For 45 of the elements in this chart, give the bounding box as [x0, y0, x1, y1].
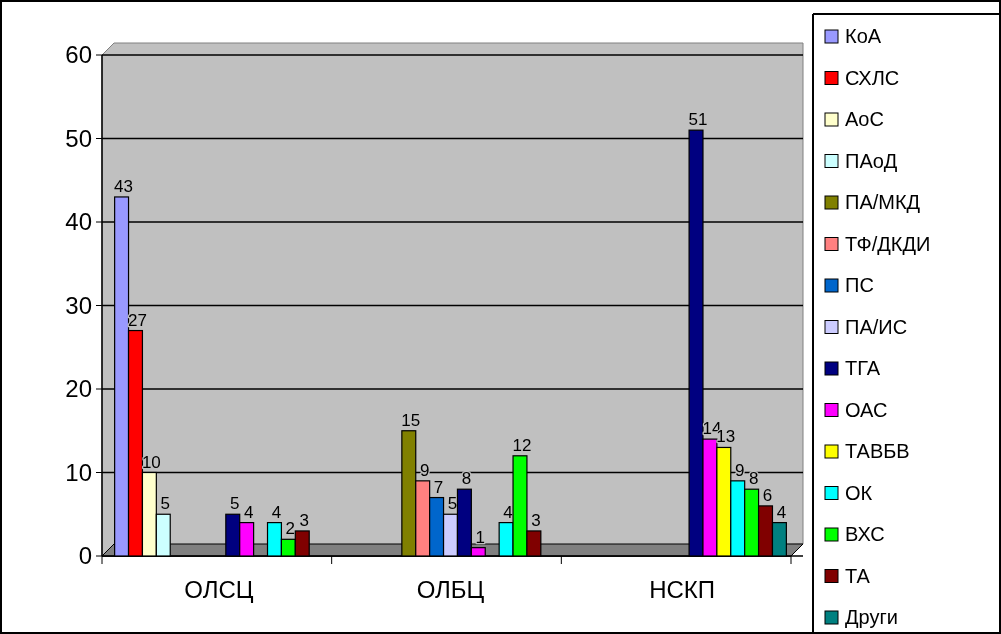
legend-label: ОАС: [845, 398, 888, 421]
data-label: 4: [776, 502, 787, 522]
data-label: 15: [401, 410, 421, 430]
data-label: 7: [433, 477, 444, 497]
data-label: 2: [285, 519, 296, 539]
y-tick-label: 60: [65, 41, 92, 69]
data-label: 51: [688, 110, 708, 130]
legend-label: Други: [845, 606, 898, 628]
y-tick-label: 30: [65, 291, 92, 319]
data-label: 43: [114, 176, 134, 196]
data-label: 6: [762, 485, 773, 505]
legend-label: АоС: [845, 108, 884, 130]
legend-label: ТА: [845, 564, 871, 587]
legend-label: ПА/МКД: [845, 191, 921, 213]
data-label: 3: [299, 510, 309, 530]
x-tick-label: ОЛБЦ: [416, 576, 485, 603]
data-label: 4: [243, 502, 254, 522]
y-tick-label: 0: [78, 542, 92, 570]
legend-label: ПС: [845, 274, 874, 296]
y-tick-label: 10: [65, 458, 92, 486]
x-tick-label: НСКП: [649, 576, 716, 603]
legend-label: ОК: [845, 481, 873, 504]
data-label: 12: [512, 435, 532, 455]
legend-label: ПАоД: [845, 149, 898, 172]
y-tick-label: 40: [65, 208, 92, 236]
data-label: 27: [128, 310, 147, 330]
data-label: 8: [748, 469, 759, 489]
data-label: 8: [461, 469, 472, 489]
y-tick-label: 20: [65, 375, 92, 403]
data-label: 4: [271, 502, 282, 522]
legend-label: СХЛС: [845, 66, 900, 89]
data-label: 5: [230, 494, 240, 514]
legend-label: ПА/ИС: [845, 315, 908, 338]
legend-label: ТАВБВ: [845, 440, 910, 462]
y-tick-label: 50: [65, 124, 92, 152]
legend-label: ТГА: [845, 357, 881, 379]
x-tick-label: ОЛСЦ: [184, 576, 254, 603]
data-label: 1: [475, 527, 486, 547]
data-label: 5: [160, 494, 171, 514]
legend-label: КоА: [845, 25, 882, 47]
data-label: 5: [447, 494, 458, 514]
legend-label: ТФ/ДКДИ: [845, 232, 931, 255]
data-label: 3: [531, 510, 541, 530]
data-label: 10: [141, 452, 161, 472]
legend-label: ВХС: [845, 523, 885, 545]
